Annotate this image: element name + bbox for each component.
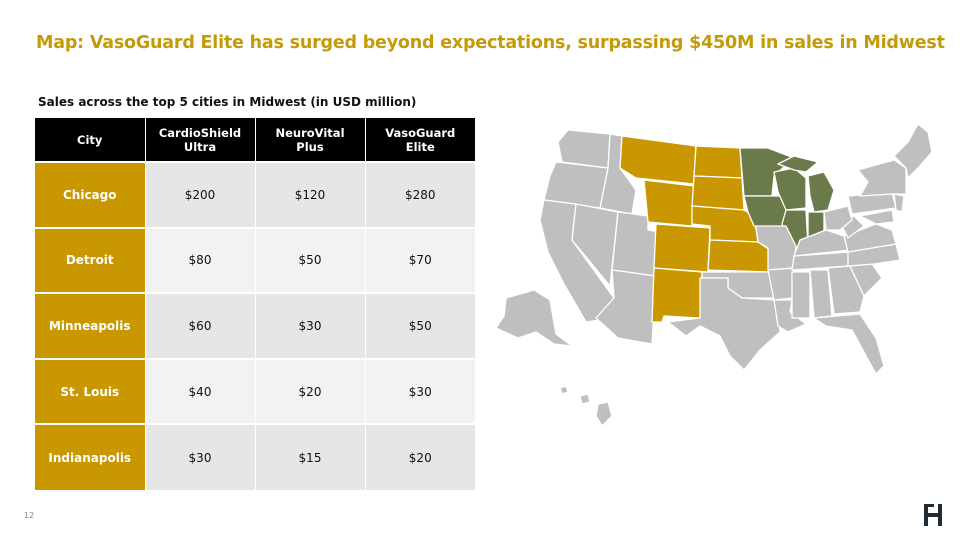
neurovital-cell: $50 <box>254 226 365 294</box>
header-city: City <box>35 118 145 162</box>
city-cell: St. Louis <box>35 357 145 425</box>
vasoguard-cell: $20 <box>364 423 475 490</box>
state-new-england <box>893 123 933 179</box>
state-virginia <box>843 223 897 253</box>
slide-title: Map: VasoGuard Elite has surged beyond e… <box>36 33 945 53</box>
state-texas <box>667 277 781 371</box>
company-logo <box>924 504 942 526</box>
state-kansas <box>707 239 771 273</box>
state-florida <box>813 313 885 375</box>
state-new-jersey <box>893 193 905 213</box>
city-cell: Chicago <box>35 161 145 228</box>
cardioshield-cell: $80 <box>144 226 255 294</box>
cardioshield-cell: $40 <box>144 357 255 425</box>
header-neurovital: NeuroVital Plus <box>254 118 365 162</box>
page-number: 12 <box>24 511 35 520</box>
table-row: Minneapolis $60 $30 $50 <box>35 292 475 359</box>
table-subtitle: Sales across the top 5 cities in Midwest… <box>38 95 417 109</box>
neurovital-cell: $15 <box>254 423 365 490</box>
city-cell: Detroit <box>35 226 145 294</box>
table-row: St. Louis $40 $20 $30 <box>35 357 475 425</box>
cardioshield-cell: $200 <box>144 161 255 228</box>
cardioshield-cell: $30 <box>144 423 255 490</box>
city-cell: Minneapolis <box>35 292 145 359</box>
state-michigan-upper <box>777 155 819 173</box>
state-washington <box>557 129 611 169</box>
table-row: Indianapolis $30 $15 $20 <box>35 423 475 490</box>
state-hawaii-1 <box>559 385 569 395</box>
state-montana <box>619 135 697 185</box>
state-north-dakota <box>693 145 743 179</box>
state-new-york <box>857 159 907 197</box>
header-vasoguard: VasoGuard Elite <box>364 118 475 162</box>
state-new-mexico <box>651 267 703 323</box>
header-cardioshield: CardioShield Ultra <box>144 118 255 162</box>
sales-table: City CardioShield Ultra NeuroVital Plus … <box>35 118 475 490</box>
table-row: Chicago $200 $120 $280 <box>35 161 475 228</box>
vasoguard-cell: $70 <box>364 226 475 294</box>
table-header-row: City CardioShield Ultra NeuroVital Plus … <box>35 118 475 162</box>
city-cell: Indianapolis <box>35 423 145 490</box>
state-mississippi <box>791 271 811 319</box>
vasoguard-cell: $30 <box>364 357 475 425</box>
vasoguard-cell: $280 <box>364 161 475 228</box>
state-michigan <box>807 171 835 213</box>
state-alaska <box>495 289 573 347</box>
state-hawaii-3 <box>595 401 613 427</box>
us-states-map <box>495 123 933 427</box>
neurovital-cell: $120 <box>254 161 365 228</box>
vasoguard-cell: $50 <box>364 292 475 359</box>
state-wyoming <box>643 179 695 227</box>
state-nevada <box>571 203 619 287</box>
neurovital-cell: $20 <box>254 357 365 425</box>
cardioshield-cell: $60 <box>144 292 255 359</box>
neurovital-cell: $30 <box>254 292 365 359</box>
state-maryland <box>859 209 895 225</box>
table-row: Detroit $80 $50 $70 <box>35 226 475 294</box>
state-ohio <box>823 205 853 231</box>
state-colorado <box>653 223 711 273</box>
state-hawaii-2 <box>579 393 591 405</box>
state-south-dakota <box>691 175 745 211</box>
